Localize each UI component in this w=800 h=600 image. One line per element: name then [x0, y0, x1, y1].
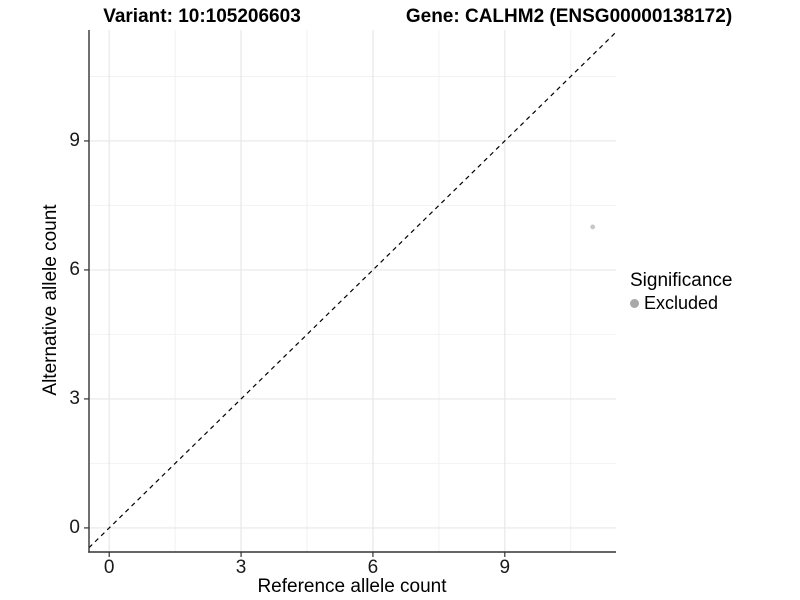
x-tick-label: 6 [367, 557, 379, 578]
y-axis-title: Alternative allele count [40, 204, 61, 396]
x-axis-title: Reference allele count [257, 576, 447, 597]
y-tick-label: 3 [69, 387, 80, 409]
x-tick-label: 3 [235, 557, 247, 578]
legend-item-excluded: Excluded [630, 293, 732, 314]
y-tick-label: 9 [69, 129, 80, 151]
identity-dashed-line [88, 31, 617, 549]
plot-title-gene: Gene: CALHM2 (ENSG00000138172) [405, 6, 733, 27]
data-point [590, 224, 596, 230]
legend-title: Significance [630, 270, 733, 291]
x-tick-label: 0 [103, 557, 115, 578]
y-tick-label: 6 [69, 258, 80, 280]
legend-item-label: Excluded [644, 293, 719, 313]
x-tick-label: 9 [499, 557, 511, 578]
legend: Significance Excluded [630, 270, 732, 314]
legend-key-dot [630, 299, 639, 308]
plot-title-variant: Variant: 10:105206603 [103, 6, 301, 27]
y-tick-label: 0 [69, 516, 80, 538]
